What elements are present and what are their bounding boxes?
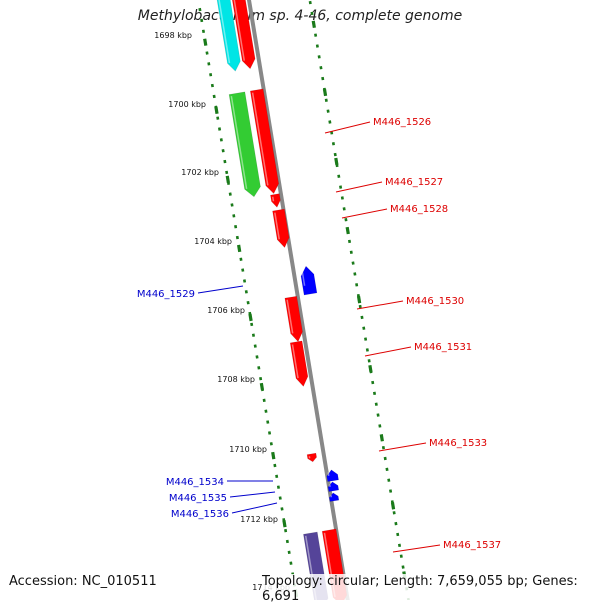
scale-major-tick <box>324 89 325 96</box>
gene-label: M446_1529 <box>137 289 195 300</box>
gene-arrow-m446-1528-small <box>270 194 281 208</box>
scale-major-tick <box>347 227 348 234</box>
gene-leader-line <box>379 443 426 451</box>
gene-label: M446_1528 <box>390 204 448 215</box>
gene-leader-line <box>198 286 243 293</box>
scale-label: 1698 kbp <box>154 31 192 40</box>
gene-label: M446_1534 <box>166 477 224 488</box>
scale-major-tick-right <box>227 176 228 183</box>
gene-label: M446_1527 <box>385 177 443 188</box>
scale-major-tick-right <box>273 452 274 459</box>
scale-major-tick-right <box>205 39 206 46</box>
gene-arrow-m446-1533 <box>307 453 317 462</box>
scale-major-tick-right <box>284 520 285 527</box>
scale-major-tick <box>392 502 393 509</box>
gene-leader-line <box>232 503 277 513</box>
gene-label: M446_1537 <box>443 540 501 551</box>
gene-label: M446_1526 <box>373 117 431 128</box>
scale-label: 1704 kbp <box>194 237 232 246</box>
gene-label: M446_1530 <box>406 296 464 307</box>
gene-leader-line <box>230 492 275 497</box>
gene-arrow-m446-1528-small-highlight <box>273 197 274 201</box>
gene-leader-line <box>336 182 382 192</box>
scale-label: 1712 kbp <box>240 515 278 524</box>
accession-label: Accession: NC_010511 <box>9 574 157 589</box>
scale-label: 1706 kbp <box>207 306 245 315</box>
gene-arrow-m446-1534-highlight <box>328 472 329 475</box>
gene-leader-line <box>342 209 387 218</box>
gene-label: M446_1533 <box>429 438 487 449</box>
gene-leader-line <box>325 122 370 133</box>
scale-label: 1708 kbp <box>217 375 255 384</box>
scale-major-tick-right <box>239 245 240 252</box>
gene-label: M446_1535 <box>169 493 227 504</box>
gene-leader-line <box>365 347 411 356</box>
gene-leader-line <box>357 301 403 309</box>
scale-major-tick-right <box>216 107 217 114</box>
scale-label: 1700 kbp <box>168 100 206 109</box>
gene-label: M446_1531 <box>414 342 472 353</box>
scale-major-tick <box>370 365 371 372</box>
scale-major-tick <box>336 158 337 165</box>
scale-label: 1710 kbp <box>229 445 267 454</box>
scale-major-tick-right <box>261 383 262 390</box>
scale-major-tick <box>381 434 382 441</box>
scale-major-tick <box>359 296 360 303</box>
scale-label: 1702 kbp <box>181 168 219 177</box>
scale-major-tick-right <box>250 314 251 321</box>
gene-label: M446_1536 <box>171 509 229 520</box>
scale-major-tick <box>313 21 314 28</box>
